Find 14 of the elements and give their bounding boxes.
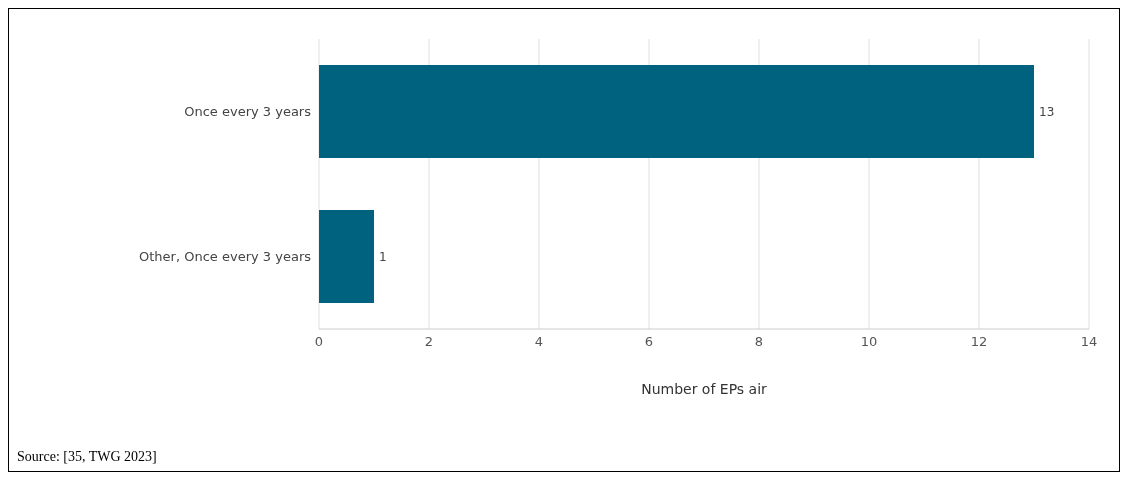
source-note: Source: [35, TWG 2023] bbox=[17, 449, 157, 465]
x-tick-label: 12 bbox=[970, 334, 988, 350]
x-tick-label: 14 bbox=[1080, 334, 1098, 350]
x-tick-label: 6 bbox=[644, 334, 654, 350]
x-tick-label: 0 bbox=[314, 334, 324, 350]
x-tick-label: 10 bbox=[860, 334, 878, 350]
x-axis-title: Number of EPs air bbox=[641, 381, 768, 397]
x-tick-label: 2 bbox=[424, 334, 434, 350]
x-tick-label: 8 bbox=[754, 334, 764, 350]
y-tick-label: Once every 3 years bbox=[184, 104, 312, 120]
data-label: 1 bbox=[379, 249, 387, 264]
data-label: 13 bbox=[1039, 104, 1055, 119]
x-tick-label: 4 bbox=[534, 334, 544, 350]
y-tick-label: Other, Once every 3 years bbox=[139, 249, 312, 265]
